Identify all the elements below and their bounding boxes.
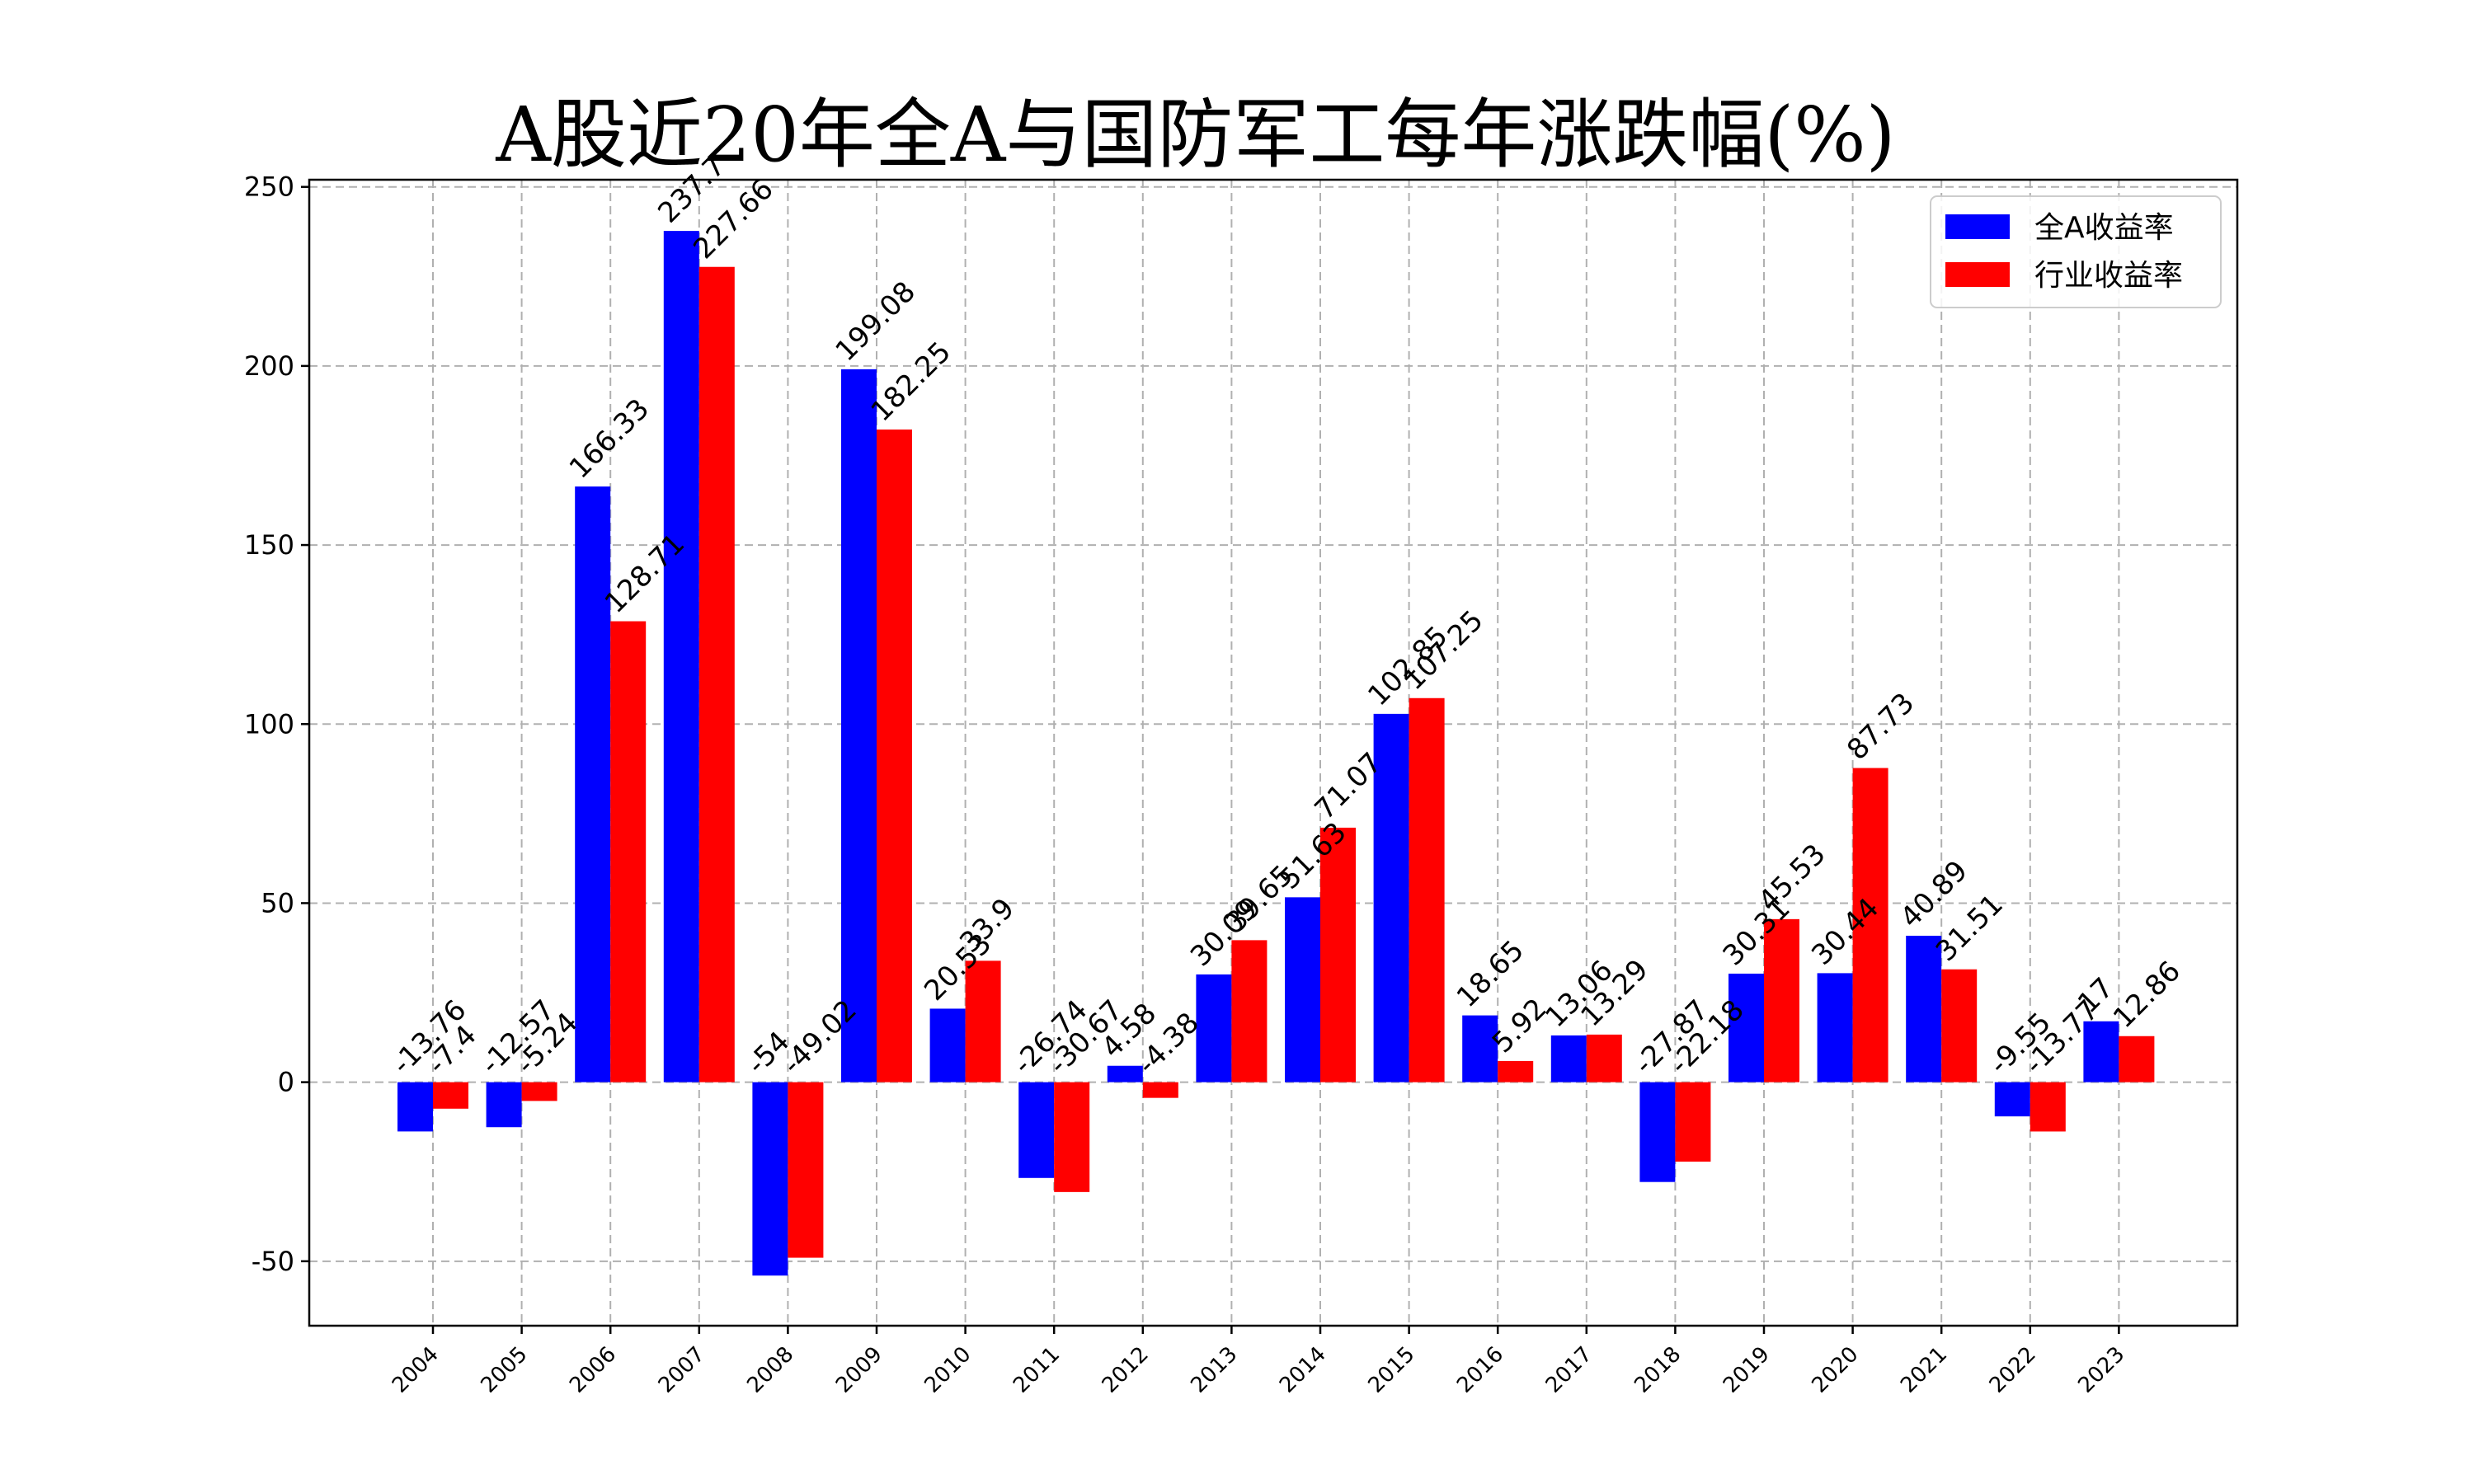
bar-industry bbox=[2030, 1082, 2066, 1132]
bar-industry bbox=[698, 266, 735, 1082]
bar-industry bbox=[1142, 1082, 1178, 1098]
bar-industry bbox=[610, 621, 647, 1082]
x-tick-label: 2009 bbox=[831, 1342, 887, 1398]
bar-all-a bbox=[752, 1082, 788, 1276]
bar-industry bbox=[788, 1082, 824, 1258]
legend-label: 全A收益率 bbox=[2034, 211, 2174, 245]
bar-industry bbox=[1054, 1082, 1090, 1192]
bar-industry bbox=[2119, 1036, 2155, 1082]
bar-industry bbox=[1764, 918, 1799, 1082]
plot-frame bbox=[308, 178, 2239, 1327]
data-label: 182.25 bbox=[865, 336, 957, 428]
x-tick-label: 2011 bbox=[1009, 1342, 1065, 1398]
y-axis: -50 0 50 100 150 200 250 bbox=[244, 171, 309, 1277]
bar-industry bbox=[1852, 768, 1888, 1082]
bar-all-a bbox=[1729, 973, 1764, 1082]
bar-industry bbox=[1231, 940, 1268, 1082]
data-label: 18.65 bbox=[1451, 934, 1531, 1014]
data-label: 166.33 bbox=[563, 392, 656, 485]
bar-industry bbox=[1941, 969, 1978, 1082]
y-tick-label: 250 bbox=[244, 171, 294, 203]
x-tick-label: 2010 bbox=[920, 1342, 976, 1398]
legend-label: 行业收益率 bbox=[2034, 259, 2183, 293]
bar-all-a bbox=[1906, 936, 1942, 1082]
bar-all-a bbox=[397, 1082, 433, 1132]
bar-industry bbox=[521, 1082, 557, 1101]
y-tick-label: 50 bbox=[261, 887, 294, 918]
bar-all-a bbox=[2083, 1021, 2119, 1082]
y-tick-label: 150 bbox=[244, 529, 294, 561]
bar-all-a bbox=[1107, 1065, 1143, 1082]
y-tick-label: -50 bbox=[252, 1246, 294, 1277]
data-label: 199.08 bbox=[830, 275, 922, 368]
bar-all-a bbox=[1817, 973, 1853, 1082]
bar-all-a bbox=[929, 1008, 966, 1082]
bar-all-a bbox=[575, 486, 611, 1082]
x-tick-label: 2016 bbox=[1452, 1342, 1508, 1398]
bar-industry bbox=[1409, 697, 1445, 1082]
x-tick-label: 2005 bbox=[477, 1342, 533, 1398]
bar-all-a bbox=[1462, 1015, 1498, 1082]
x-tick-label: 2013 bbox=[1186, 1342, 1242, 1398]
y-tick-label: 100 bbox=[244, 708, 294, 740]
bar-all-a bbox=[1550, 1035, 1587, 1082]
bars bbox=[397, 231, 2155, 1276]
bar-all-a bbox=[1196, 974, 1232, 1082]
bar-all-a bbox=[841, 369, 877, 1082]
bar-all-a bbox=[663, 231, 699, 1082]
data-label: 45.53 bbox=[1752, 838, 1832, 918]
bar-all-a bbox=[1994, 1082, 2030, 1117]
bar-all-a bbox=[1018, 1082, 1055, 1178]
bar-industry bbox=[877, 429, 912, 1082]
x-tick-label: 2022 bbox=[1985, 1342, 2041, 1398]
x-tick-label: 2014 bbox=[1275, 1342, 1331, 1398]
x-tick-label: 2012 bbox=[1098, 1342, 1154, 1398]
bar-industry bbox=[1586, 1034, 1622, 1082]
x-tick-label: 2015 bbox=[1364, 1342, 1420, 1398]
x-tick-label: 2021 bbox=[1896, 1342, 1952, 1398]
chart-title: A股近20年全A与国防军工每年涨跌幅(%) bbox=[495, 91, 1895, 179]
bar-industry bbox=[433, 1082, 468, 1109]
x-tick-label: 2018 bbox=[1630, 1342, 1686, 1398]
bar-all-a bbox=[1285, 897, 1320, 1082]
x-tick-label: 2023 bbox=[2073, 1342, 2129, 1398]
x-tick-label: 2017 bbox=[1541, 1342, 1597, 1398]
bar-all-a bbox=[1373, 713, 1409, 1082]
bar-industry bbox=[1498, 1060, 1534, 1082]
y-tick-label: 200 bbox=[244, 350, 294, 382]
bar-all-a bbox=[486, 1082, 522, 1128]
legend-swatch bbox=[1945, 214, 2010, 239]
bar-all-a bbox=[1639, 1082, 1676, 1182]
x-tick-label: 2019 bbox=[1719, 1342, 1775, 1398]
bar-industry bbox=[965, 960, 1001, 1082]
x-tick-label: 2007 bbox=[654, 1342, 710, 1398]
x-axis: 2004 2005 2006 2007 2008 2009 2010 2011 2012 2013… bbox=[388, 1326, 2129, 1398]
bar-industry bbox=[1675, 1082, 1711, 1162]
bar-industry bbox=[1320, 827, 1356, 1082]
y-tick-label: 0 bbox=[278, 1067, 294, 1098]
legend-swatch bbox=[1945, 262, 2010, 287]
x-tick-label: 2008 bbox=[742, 1342, 798, 1398]
x-tick-label: 2020 bbox=[1808, 1342, 1864, 1398]
x-tick-label: 2006 bbox=[565, 1342, 621, 1398]
x-tick-label: 2004 bbox=[388, 1342, 444, 1398]
